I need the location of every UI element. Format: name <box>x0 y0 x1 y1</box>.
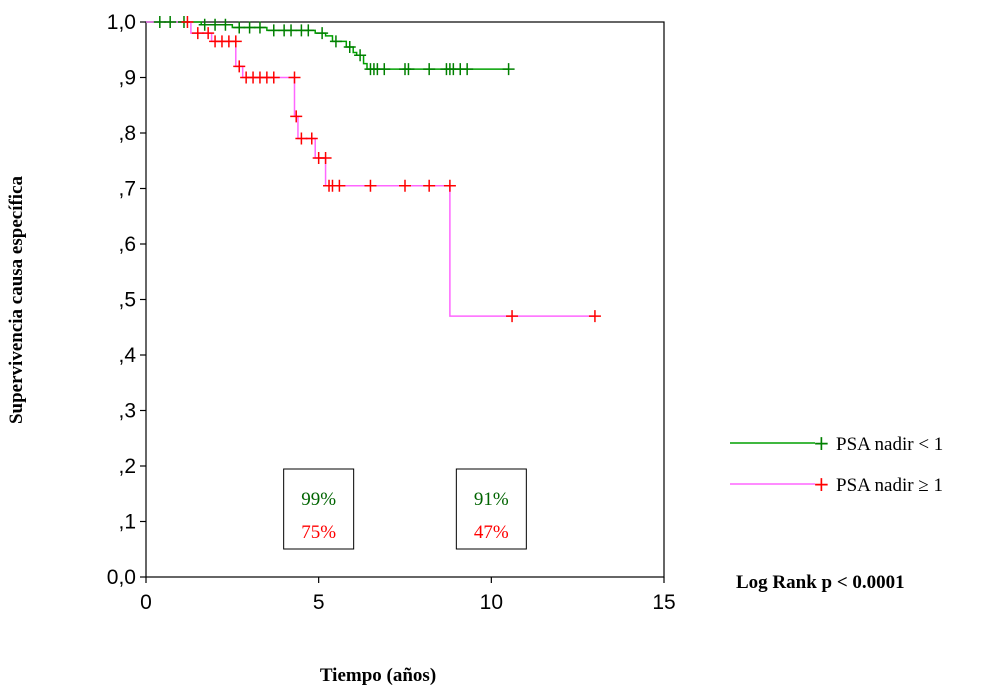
legend-marker-psa-low: + <box>813 431 830 455</box>
censor-marker <box>305 132 318 145</box>
x-tick-label: 10 <box>480 591 503 614</box>
x-tick-label: 5 <box>313 591 325 614</box>
censor-marker <box>354 49 367 62</box>
censor-marker <box>423 63 436 76</box>
censor-marker <box>316 27 329 40</box>
censor-marker <box>343 40 356 53</box>
series-line-1 <box>146 21 595 317</box>
censor-marker <box>285 24 298 37</box>
x-tick-label: 15 <box>652 591 675 614</box>
censor-marker <box>329 35 342 48</box>
censor-marker <box>233 60 246 73</box>
y-tick-label: ,9 <box>118 67 136 90</box>
legend-label-psa-high: PSA nadir ≥ 1 <box>836 475 943 496</box>
censor-marker <box>209 18 222 31</box>
annotation-lower-value: 47% <box>474 522 509 543</box>
y-tick-label: ,3 <box>118 400 136 423</box>
censor-marker <box>423 179 436 192</box>
censor-marker <box>243 21 256 34</box>
y-tick-label: ,6 <box>118 233 136 256</box>
series-lines <box>146 21 595 317</box>
survival-annotations: 99% 75% 91% 47% <box>283 468 527 550</box>
y-tick-label: ,7 <box>118 178 136 201</box>
censor-marker <box>378 63 391 76</box>
y-tick-label: 0,0 <box>107 566 136 589</box>
censor-marker <box>399 179 411 192</box>
annotation-lower-value: 75% <box>301 522 336 543</box>
censor-markers <box>153 16 601 323</box>
censor-marker <box>443 179 456 192</box>
censor-marker <box>202 27 215 40</box>
censor-marker <box>191 27 204 40</box>
censor-marker <box>198 18 211 31</box>
y-tick-label: ,8 <box>118 122 136 145</box>
censor-marker <box>233 21 246 34</box>
censor-marker <box>288 71 301 84</box>
censor-marker <box>302 24 315 37</box>
axis-ticks: 0 5 10 15 0,0 ,1 ,2 ,3 ,4 ,5 ,6 ,7 ,8 ,9 1,0 <box>107 11 676 614</box>
censor-marker <box>319 151 332 164</box>
y-tick-label: ,2 <box>118 455 136 478</box>
censor-marker <box>229 35 242 48</box>
annotation-upper-value: 91% <box>474 489 509 510</box>
annotation-upper-value: 99% <box>301 489 336 510</box>
censor-marker <box>588 310 601 323</box>
censor-marker <box>364 179 377 192</box>
censor-marker <box>153 16 166 28</box>
censor-marker <box>461 63 474 76</box>
x-axis-title: Tiempo (años) <box>320 665 436 686</box>
legend-label-psa-low: PSA nadir < 1 <box>836 434 943 455</box>
y-tick-label: ,1 <box>118 511 136 534</box>
censor-marker <box>181 16 194 28</box>
y-tick-label: ,4 <box>118 344 136 367</box>
y-tick-label: 1,0 <box>107 11 136 34</box>
legend-marker-psa-high: + <box>813 472 830 496</box>
censor-marker <box>267 24 280 37</box>
log-rank-statistic: Log Rank p < 0.0001 <box>736 572 905 593</box>
series-line-0 <box>146 21 509 70</box>
censor-marker <box>253 21 266 34</box>
annotation-box <box>455 468 527 550</box>
censor-marker <box>402 63 415 76</box>
censor-marker <box>267 71 280 84</box>
censor-marker <box>290 110 303 123</box>
y-axis-title: Supervivencia causa específica <box>6 175 27 424</box>
censor-marker <box>333 179 346 192</box>
censor-marker <box>295 132 308 145</box>
annotation-box <box>283 468 355 550</box>
legend: + PSA nadir < 1 + PSA nadir ≥ 1 <box>730 431 943 496</box>
censor-marker <box>502 63 515 76</box>
censor-marker <box>164 16 177 28</box>
censor-marker <box>219 18 232 31</box>
x-tick-label: 0 <box>140 591 152 614</box>
y-tick-label: ,5 <box>118 289 136 312</box>
censor-marker <box>506 310 519 323</box>
plot-frame <box>145 21 665 578</box>
